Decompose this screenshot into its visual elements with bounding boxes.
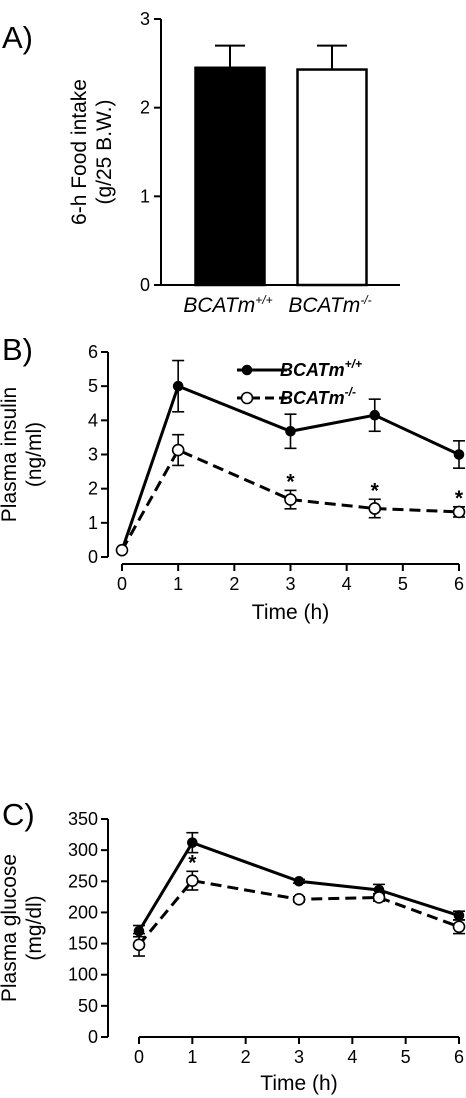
panel-b-xtick-label: 1: [173, 574, 183, 594]
panel-b-ytick-label: 5: [88, 376, 98, 396]
panel-c-xtick-label: 3: [294, 1047, 304, 1067]
panel-b-ytick-label: 0: [88, 547, 98, 567]
panel-b-legend-label-base: BCATm: [280, 360, 345, 380]
panel-c-ytick-label: 50: [78, 996, 98, 1016]
panel-c-point: [453, 910, 465, 921]
panel-b-point: [285, 425, 296, 437]
panel-b-xtick-label: 0: [117, 574, 127, 594]
panel-b-legend-label: BCATm+/+: [280, 357, 362, 380]
panel-b-point: [115, 543, 129, 557]
panel-a-label: A): [2, 20, 33, 55]
panel-c-xtick-label: 1: [187, 1047, 197, 1067]
panel-b-ytick-label: 1: [88, 513, 98, 533]
panel-b-ytick-label: 3: [88, 445, 98, 465]
panel-c-xlabel: Time (h): [260, 1072, 337, 1095]
panel-c-ytick-label: 0: [88, 1027, 98, 1047]
panel-c-ylabel-line1: Plasma glucose: [0, 854, 21, 1002]
panel-c-xtick-label: 5: [401, 1047, 411, 1067]
panel-b-significance-star: *: [371, 479, 380, 502]
panel-b-legend-marker: [241, 364, 253, 376]
panel-b-point: [369, 409, 381, 421]
panel-b-ylabel-line2: (ng/ml): [23, 422, 46, 487]
panel-b-point: [453, 449, 465, 460]
panel-a-category-label-sup: -/-: [360, 293, 371, 307]
panel-b-legend-label-sup: +/+: [345, 357, 362, 371]
panel-b-legend-label-sup: -/-: [345, 385, 356, 399]
panel-b-legend-label: BCATm-/-: [280, 385, 356, 408]
panel-c-label: C): [2, 797, 35, 832]
panel-c-ylabel: Plasma glucose (mg/dl): [0, 854, 46, 1002]
panel-b-ytick-label: 2: [88, 479, 98, 499]
panel-b-point: [172, 380, 184, 392]
panel-c-point: [293, 875, 305, 887]
panel-b-xtick-label: 2: [229, 574, 239, 594]
panel-c-ylabel-line2: (mg/dl): [23, 895, 46, 960]
panel-a-bar: [296, 68, 368, 287]
panel-c-point: [132, 938, 146, 952]
panel-a-ylabel: 6-h Food intake (g/25 B.W.): [68, 79, 116, 225]
panel-b-point: [368, 502, 382, 515]
panel-c-xtick-label: 0: [134, 1047, 144, 1067]
panel-b-xtick-label: 3: [285, 574, 295, 594]
panel-b-series-line-1: [120, 384, 460, 551]
panel-a-ytick-label: 3: [140, 9, 150, 29]
panel-b-significance-star: *: [455, 487, 464, 510]
panel-c-ytick-label: 100: [68, 965, 98, 985]
panel-a-category-label-base: BCATm: [183, 294, 255, 317]
panel-b-point: [284, 493, 297, 506]
panel-a-ytick-label: 1: [140, 186, 150, 206]
panel-b-point: [452, 505, 466, 519]
panel-b-xtick-label: 6: [454, 574, 464, 594]
panel-a-ylabel-line1: 6-h Food intake: [68, 79, 91, 225]
panel-c-significance-star: *: [188, 851, 197, 874]
panel-c-xtick-label: 6: [454, 1047, 464, 1067]
panel-c-xtick-label: 2: [241, 1047, 251, 1067]
panel-b-legend-marker: [240, 391, 254, 405]
panel-a-category-label: BCATm+/+: [183, 293, 272, 317]
panel-b-point: [171, 443, 185, 457]
panel-b-ytick-label: 4: [88, 410, 98, 430]
panel-b-significance-star: *: [286, 470, 295, 493]
panel-a-category-label-base: BCATm: [288, 294, 360, 317]
panel-b-xtick-label: 5: [398, 574, 408, 594]
panel-a-ylabel-line2: (g/25 B.W.): [93, 99, 116, 204]
panel-a-category-label: BCATm-/-: [288, 293, 371, 317]
panel-c-point: [452, 920, 466, 934]
panel-a-ytick-label: 2: [140, 98, 150, 118]
panel-c-ytick-label: 350: [68, 809, 98, 829]
panel-a-ytick-label: 0: [140, 275, 150, 295]
panel-b-xtick-label: 4: [342, 574, 352, 594]
panel-c-point: [186, 874, 199, 887]
panel-b-ylabel-line1: Plasma insulin: [0, 387, 21, 522]
panel-c-ytick-label: 200: [68, 902, 98, 922]
panel-c-point: [292, 893, 306, 906]
panel-b-ylabel: Plasma insulin (ng/ml): [0, 387, 46, 522]
panel-c-xtick-label: 4: [347, 1047, 357, 1067]
panel-b-series-line-2: [120, 448, 460, 551]
panel-a-category-label-sup: +/+: [255, 293, 272, 307]
panel-c-point: [187, 837, 198, 848]
panel-c-ytick-label: 250: [68, 871, 98, 891]
panel-c-ytick-label: 300: [68, 840, 98, 860]
panel-b-xlabel: Time (h): [252, 601, 329, 624]
panel-b-label: B): [2, 332, 33, 367]
panel-a-bar: [194, 66, 266, 287]
panel-b-legend-label-base: BCATm: [280, 388, 345, 408]
panel-c-ytick-label: 150: [68, 934, 98, 954]
panel-b-ytick-label: 6: [88, 342, 98, 362]
panel-c-point: [372, 891, 386, 904]
